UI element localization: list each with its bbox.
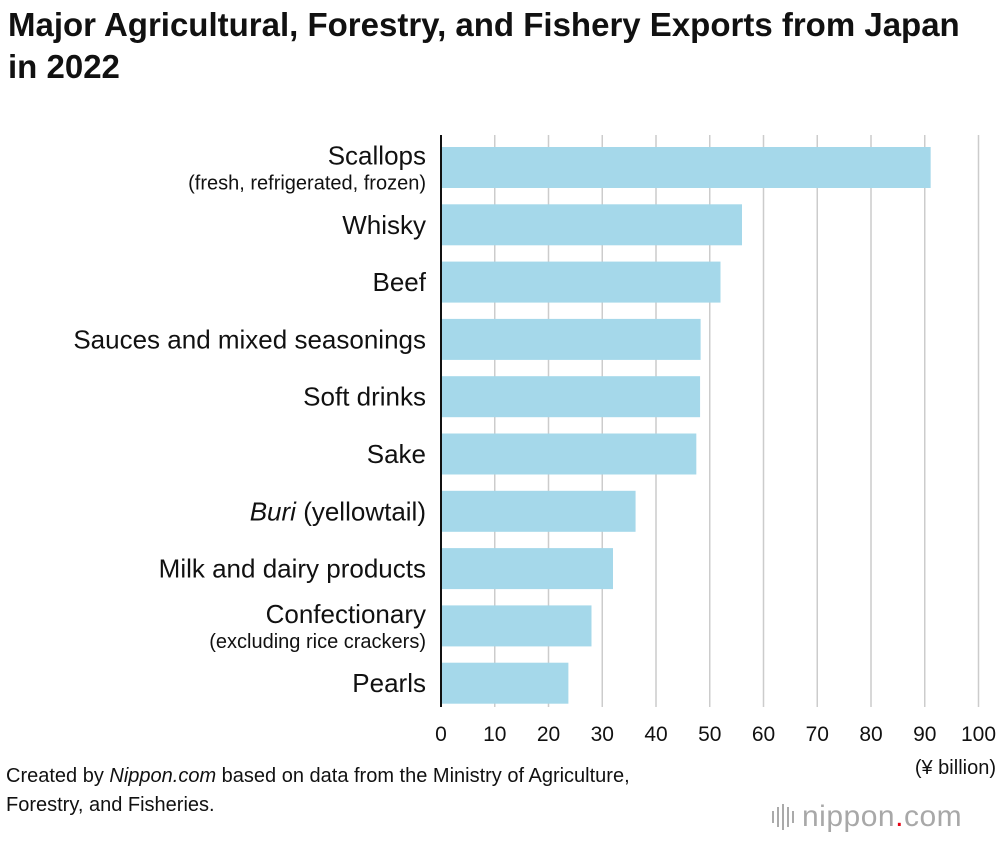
category-label: Scallops: [328, 141, 426, 171]
source-site: Nippon.com: [109, 765, 217, 787]
category-label: Pearls: [352, 668, 426, 698]
bar: [441, 376, 701, 418]
bar: [441, 433, 697, 475]
logo-wordmark: nippon.com: [802, 800, 962, 834]
logo-mark-icon: [772, 804, 794, 830]
source-note: Created by Nippon.com based on data from…: [6, 762, 706, 820]
bars: [441, 147, 931, 704]
x-tick-label: 20: [537, 723, 560, 746]
x-tick-label: 70: [806, 723, 829, 746]
x-tick-label: 100: [961, 723, 996, 746]
bar: [441, 204, 742, 246]
category-label: Sauces and mixed seasonings: [73, 324, 426, 354]
bar: [441, 147, 931, 188]
category-label: Sake: [367, 439, 426, 469]
category-label: Confectionary: [266, 599, 426, 629]
logo-name: nippon: [802, 800, 896, 833]
category-label: Whisky: [342, 210, 426, 240]
source-suffix: based on data from the Ministry of Agric…: [6, 765, 630, 816]
bar: [441, 548, 613, 590]
bar: [441, 662, 569, 704]
bar: [441, 261, 721, 303]
bar-chart: Scallops(fresh, refrigerated, frozen) Whi…: [73, 135, 996, 779]
logo-tld: com: [903, 800, 963, 833]
bar: [441, 490, 636, 532]
category-sublabel: (excluding rice crackers): [209, 631, 426, 653]
category-label: Beef: [373, 267, 427, 297]
category-label: Milk and dairy products: [159, 554, 426, 584]
category-labels: Scallops(fresh, refrigerated, frozen) Whi…: [73, 141, 426, 699]
chart-title: Major Agricultural, Forestry, and Fisher…: [8, 6, 960, 85]
x-tick-label: 90: [913, 723, 936, 746]
x-tick-label: 60: [752, 723, 775, 746]
x-tick-label: 50: [698, 723, 721, 746]
category-sublabel: (fresh, refrigerated, frozen): [188, 173, 426, 195]
bar: [441, 318, 701, 360]
x-tick-labels: 0 10 20 30 40 50 60 70 80 90 100: [435, 723, 996, 746]
bar: [441, 605, 592, 647]
x-axis-unit-label: (¥ billion): [915, 757, 996, 779]
category-label-suffix: (yellowtail): [296, 496, 426, 526]
category-label: Buri (yellowtail): [250, 496, 426, 526]
x-tick-label: 10: [483, 723, 506, 746]
x-tick-label: 30: [591, 723, 614, 746]
nippon-logo: nippon.com: [772, 800, 962, 834]
x-tick-label: 80: [859, 723, 882, 746]
category-label: Soft drinks: [303, 382, 426, 412]
category-label-italic: Buri: [250, 496, 297, 526]
x-tick-label: 0: [435, 723, 447, 746]
logo-dot: .: [895, 800, 904, 833]
source-prefix: Created by: [6, 765, 110, 787]
x-tick-label: 40: [644, 723, 667, 746]
